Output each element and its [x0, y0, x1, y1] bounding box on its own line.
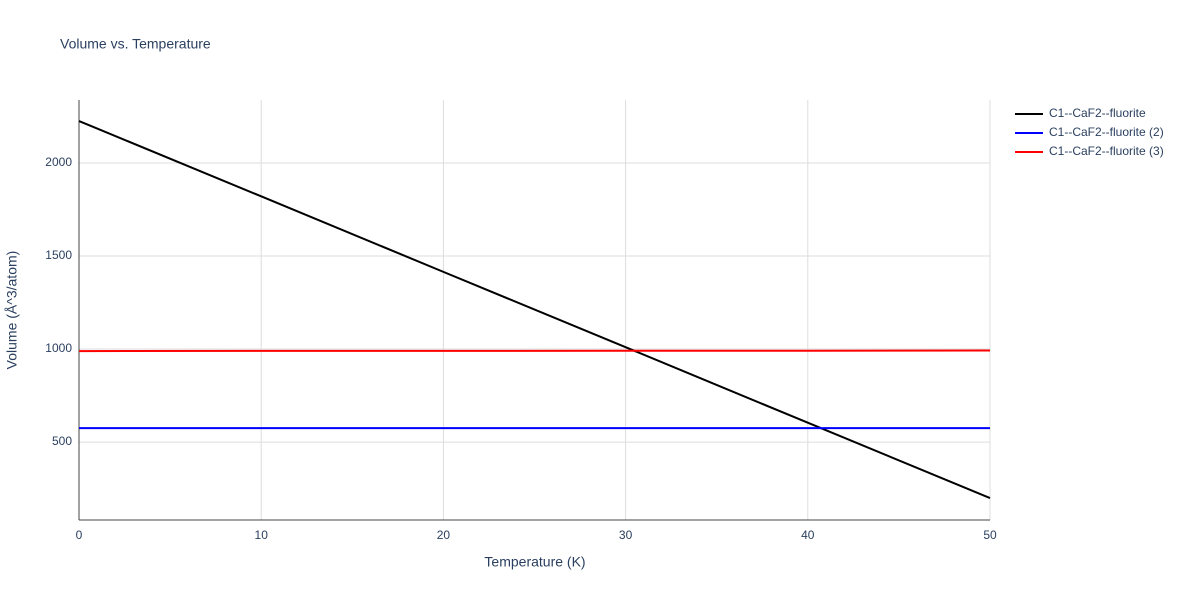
legend-label: C1--CaF2--fluorite (2) — [1049, 125, 1164, 139]
y-axis-label: Volume (Å^3/atom) — [4, 251, 20, 370]
legend-label: C1--CaF2--fluorite — [1049, 106, 1146, 120]
x-tick-label: 20 — [437, 528, 451, 542]
x-tick-label: 0 — [76, 528, 83, 542]
x-tick-label: 10 — [255, 528, 269, 542]
x-tick-label: 30 — [619, 528, 633, 542]
chart-title: Volume vs. Temperature — [60, 36, 211, 52]
x-axis-label: Temperature (K) — [484, 554, 585, 570]
series-line — [78, 349, 991, 353]
x-tick-label: 40 — [801, 528, 815, 542]
y-tick-label: 1000 — [45, 341, 72, 355]
y-tick-label: 1500 — [45, 248, 72, 262]
y-tick-label: 2000 — [45, 155, 72, 169]
legend-label: C1--CaF2--fluorite (3) — [1049, 144, 1164, 158]
series-line — [78, 120, 991, 499]
y-tick-label: 500 — [52, 434, 72, 448]
x-tick-label: 50 — [983, 528, 997, 542]
